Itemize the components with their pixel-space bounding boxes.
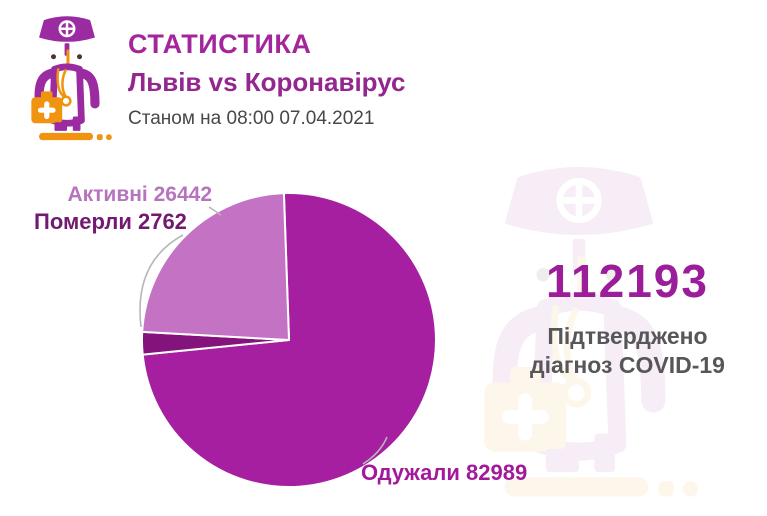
confirmed-caption: Підтверджено діагноз COVID-19 [510,322,745,380]
pie-label-died: Померли 2762 [34,209,187,234]
leader-line-active [208,206,222,216]
pie-label-active: Активні 26442 [67,183,212,206]
pie-slice-active [141,192,290,341]
confirmed-caption-line2: діагноз COVID-19 [530,352,725,378]
summary-panel: 112193 Підтверджено діагноз COVID-19 [510,258,745,380]
confirmed-caption-line1: Підтверджено [547,323,708,349]
pie-slices [140,192,437,488]
page-subtitle: Львів vs Коронавірус [128,67,406,97]
doctor-icon [14,6,120,146]
date-label: Станом на 08:00 07.04.2021 [128,108,375,129]
page-title: СТАТИСТИКА [128,29,312,59]
pie-label-recovered: Одужали 82989 [361,460,528,485]
leader-line-died [139,234,184,328]
confirmed-total: 112193 [546,255,709,307]
leader-line-recovered [362,436,388,465]
